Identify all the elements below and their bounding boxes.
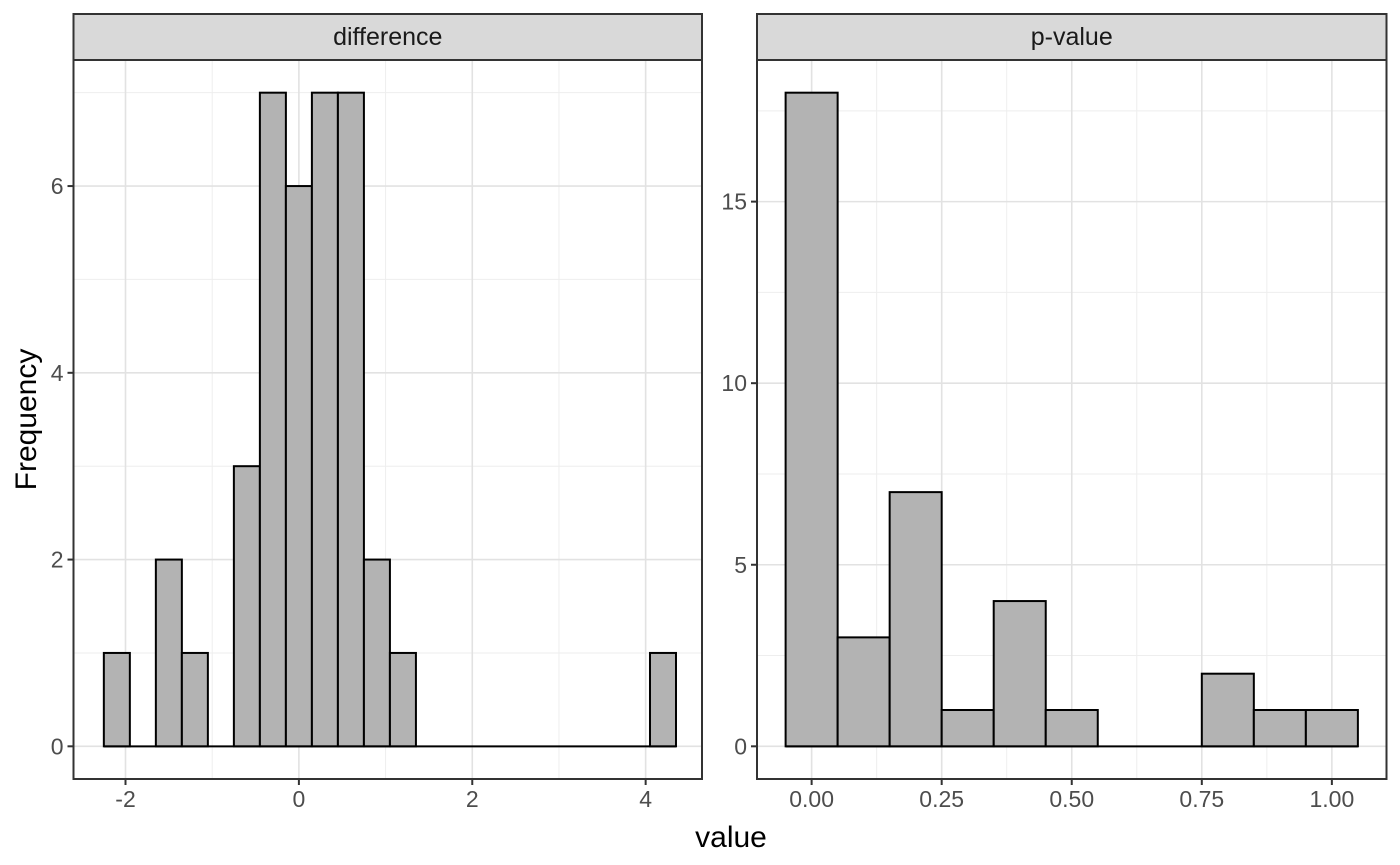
panels-layer: difference -2 0 2 4 0 2 4 6 p-value 0.00 0.25 0.50 0.… [51,13,1388,812]
histogram-bar [992,600,1047,748]
histogram-bar [388,651,417,748]
y-tick-label: 6 [51,173,64,199]
histogram-bar [1304,709,1359,748]
x-tick-label: 0.25 [919,786,964,812]
y-axis-title: Frequency [10,349,43,491]
histogram-bar [102,651,131,748]
y-tick-label: 15 [721,189,747,215]
x-tick-label: 0.50 [1049,786,1094,812]
y-tick-label: 10 [721,370,747,396]
y-tick-label: 0 [51,733,64,759]
histogram-bar [336,91,365,748]
histogram-bar [1252,709,1307,748]
histogram-bar [888,491,943,748]
x-tick-label: 0.75 [1179,786,1224,812]
y-tick-label: 5 [734,552,747,578]
histogram-bar [784,91,839,748]
y-tick-label: 0 [734,733,747,759]
x-tick-label: -2 [115,786,135,812]
x-axis-title: value [695,821,767,854]
facet-strip-label: difference [333,23,442,51]
histogram-bar [154,558,183,748]
histogram-bar [258,91,287,748]
facet-panel-difference: difference -2 0 2 4 0 2 4 6 [51,13,703,812]
y-tick-label: 2 [51,547,64,573]
facet-strip [756,13,1388,61]
x-tick-label: 2 [466,786,479,812]
histogram-bar [1044,709,1099,748]
facet-strip [72,13,703,61]
histogram-bar [310,91,339,748]
histogram-bar [180,651,209,748]
y-tick-label: 4 [51,360,64,386]
x-tick-label: 0 [292,786,305,812]
x-tick-label: 4 [639,786,652,812]
histogram-bar [1200,672,1255,748]
facet-panel-p-value: p-value 0.00 0.25 0.50 0.75 1.00 0 5 10 15 [721,13,1388,812]
histogram-bar [940,709,995,748]
histogram-bar [836,636,891,748]
histogram-bar [284,185,313,748]
x-tick-label: 1.00 [1309,786,1354,812]
x-tick-label: 0.00 [789,786,834,812]
histogram-bar [362,558,391,748]
histogram-bar [232,465,261,748]
histogram-bar [648,651,677,748]
facet-strip-label: p-value [1031,23,1113,51]
